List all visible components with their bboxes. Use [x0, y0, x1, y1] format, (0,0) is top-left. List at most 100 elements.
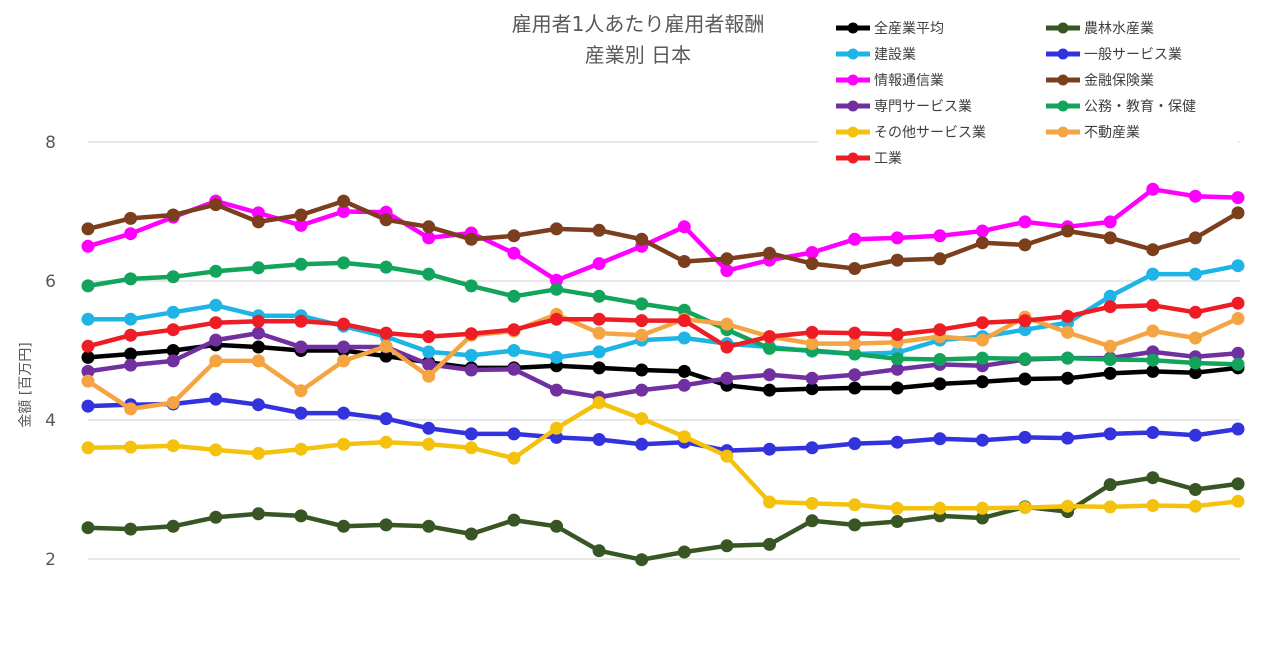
- data-point: [1061, 499, 1075, 513]
- data-point: [592, 257, 606, 271]
- data-point: [550, 421, 563, 435]
- data-point: [81, 364, 95, 378]
- data-point: [763, 330, 776, 344]
- data-point: [251, 446, 265, 460]
- data-point: [507, 344, 521, 357]
- data-point: [337, 317, 351, 331]
- data-point: [1061, 371, 1075, 385]
- data-point: [1231, 357, 1245, 371]
- data-point: [81, 350, 95, 364]
- data-point: [81, 521, 95, 535]
- legend-item: 不動産業: [1046, 125, 1140, 141]
- data-point: [763, 537, 776, 551]
- legend-swatch-marker: [1057, 74, 1069, 86]
- data-point: [337, 256, 351, 270]
- data-point: [166, 519, 180, 533]
- data-point: [848, 368, 862, 382]
- data-point: [720, 317, 734, 331]
- data-point: [464, 363, 478, 377]
- legend-item: 一般サービス業: [1046, 47, 1182, 63]
- data-point: [464, 279, 478, 293]
- data-point: [1018, 372, 1032, 386]
- series-5: [81, 194, 1245, 275]
- data-point: [677, 314, 691, 328]
- data-point: [294, 208, 308, 222]
- data-point: [805, 371, 819, 385]
- data-point: [848, 326, 862, 340]
- data-point: [81, 222, 95, 236]
- data-point: [294, 257, 308, 271]
- data-point: [251, 354, 265, 368]
- data-point: [464, 327, 478, 341]
- data-point: [848, 437, 862, 451]
- data-point: [251, 206, 265, 220]
- data-point: [379, 518, 393, 532]
- data-point: [1188, 331, 1202, 345]
- data-point: [337, 354, 351, 368]
- data-point: [1103, 478, 1117, 492]
- data-point: [507, 362, 521, 376]
- legend-item: その他サービス業: [836, 125, 986, 141]
- data-point: [933, 353, 947, 366]
- data-point: [124, 440, 138, 454]
- legend-swatch-marker: [847, 48, 859, 60]
- data-point: [550, 430, 563, 444]
- data-point: [975, 236, 989, 250]
- data-point: [848, 337, 862, 351]
- data-point: [81, 339, 95, 353]
- data-point: [1146, 471, 1160, 485]
- data-point: [720, 340, 734, 354]
- data-point: [592, 326, 606, 340]
- data-point: [124, 211, 138, 225]
- data-point: [592, 396, 606, 410]
- series-line: [85, 198, 1241, 271]
- legend-swatch-marker: [847, 100, 859, 112]
- data-point: [1231, 312, 1245, 325]
- legend-swatch-marker: [847, 22, 859, 34]
- data-point: [1146, 243, 1160, 257]
- data-point: [1188, 366, 1202, 380]
- data-point: [251, 340, 265, 354]
- data-point: [294, 384, 308, 398]
- data-point: [166, 323, 180, 337]
- data-point: [1146, 182, 1160, 196]
- data-point: [209, 510, 223, 524]
- data-point: [677, 364, 691, 378]
- data-point: [422, 267, 436, 281]
- legend-swatch-marker: [1057, 22, 1069, 34]
- data-point: [1103, 300, 1117, 314]
- data-point: [422, 421, 436, 435]
- data-point: [1061, 309, 1075, 323]
- data-point: [1103, 289, 1117, 303]
- legend-label: 公務・教育・保健: [1084, 99, 1196, 115]
- data-point: [81, 279, 95, 293]
- data-point: [677, 378, 691, 392]
- data-point: [294, 218, 308, 232]
- data-point: [975, 375, 989, 389]
- data-point: [337, 519, 351, 533]
- data-point: [592, 312, 606, 326]
- data-point: [677, 255, 691, 268]
- data-point: [251, 215, 265, 229]
- data-point: [379, 213, 393, 227]
- data-point: [81, 239, 95, 253]
- legend-swatch-marker: [847, 74, 859, 86]
- legend-label: 専門サービス業: [874, 99, 972, 115]
- legend-item: 農林水産業: [1046, 21, 1154, 37]
- data-point: [1231, 422, 1245, 436]
- data-point: [975, 433, 989, 447]
- legend-background: [818, 14, 1238, 174]
- data-point: [1188, 356, 1202, 370]
- series-line: [85, 260, 1241, 367]
- legend-swatch-marker: [847, 126, 859, 138]
- data-point: [635, 232, 649, 246]
- data-point: [975, 511, 989, 525]
- data-point: [1018, 323, 1032, 337]
- data-point: [1061, 325, 1075, 339]
- data-point: [635, 363, 649, 377]
- data-point: [848, 232, 862, 246]
- y-axis-ticks: 2 4 6 8: [45, 133, 56, 570]
- data-point: [422, 369, 436, 383]
- data-point: [81, 441, 95, 455]
